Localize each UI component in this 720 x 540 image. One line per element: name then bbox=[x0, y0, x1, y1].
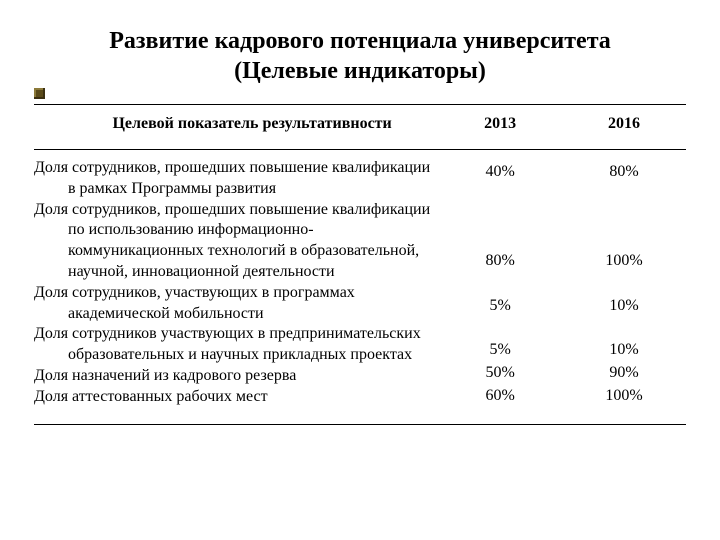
value-2016-r2: 100% bbox=[570, 251, 678, 272]
value-2016-r1: 80% bbox=[570, 162, 678, 183]
bullet-icon bbox=[34, 88, 45, 99]
indicator-text: Доля назначений из кадрового резерва bbox=[34, 366, 434, 387]
value-2016-r4: 10% bbox=[570, 340, 678, 361]
value-2016-r3: 10% bbox=[570, 296, 678, 317]
col-header-indicator: Целевой показатель результативности bbox=[34, 105, 438, 150]
indicator-text: Доля аттестованных рабочих мест bbox=[34, 387, 434, 408]
indicator-text: Доля сотрудников, прошедших повышение кв… bbox=[34, 200, 434, 283]
col-header-2016: 2016 bbox=[562, 105, 686, 150]
indicator-text: Доля сотрудников, прошедших повышение кв… bbox=[34, 158, 434, 200]
indicators-table: Целевой показатель результативности 2013… bbox=[34, 104, 686, 425]
value-2013-r4: 5% bbox=[446, 340, 554, 361]
slide-title: Развитие кадрового потенциала университе… bbox=[54, 26, 666, 86]
value-2016-r5: 90% bbox=[570, 363, 678, 384]
value-2013-r5: 50% bbox=[446, 363, 554, 384]
slide: Развитие кадрового потенциала университе… bbox=[0, 0, 720, 540]
table-row: Доля сотрудников, прошедших повышение кв… bbox=[34, 150, 686, 425]
values-2016: 80% 100% 10% 10% 90% 100% bbox=[562, 150, 686, 425]
col-header-2013: 2013 bbox=[438, 105, 562, 150]
indicator-cell: Доля сотрудников, прошедших повышение кв… bbox=[34, 150, 438, 425]
indicator-text: Доля сотрудников, участвующих в программ… bbox=[34, 283, 434, 325]
indicator-text: Доля сотрудников участвующих в предприни… bbox=[34, 324, 434, 366]
value-2013-r1: 40% bbox=[446, 162, 554, 183]
value-2016-r6: 100% bbox=[570, 386, 678, 407]
value-2013-r2: 80% bbox=[446, 251, 554, 272]
title-line-1: Развитие кадрового потенциала университе… bbox=[109, 28, 611, 54]
values-2013: 40% 80% 5% 5% 50% 60% bbox=[438, 150, 562, 425]
value-2013-r6: 60% bbox=[446, 386, 554, 407]
title-line-2: (Целевые индикаторы) bbox=[234, 58, 486, 84]
table-header-row: Целевой показатель результативности 2013… bbox=[34, 105, 686, 150]
value-2013-r3: 5% bbox=[446, 296, 554, 317]
